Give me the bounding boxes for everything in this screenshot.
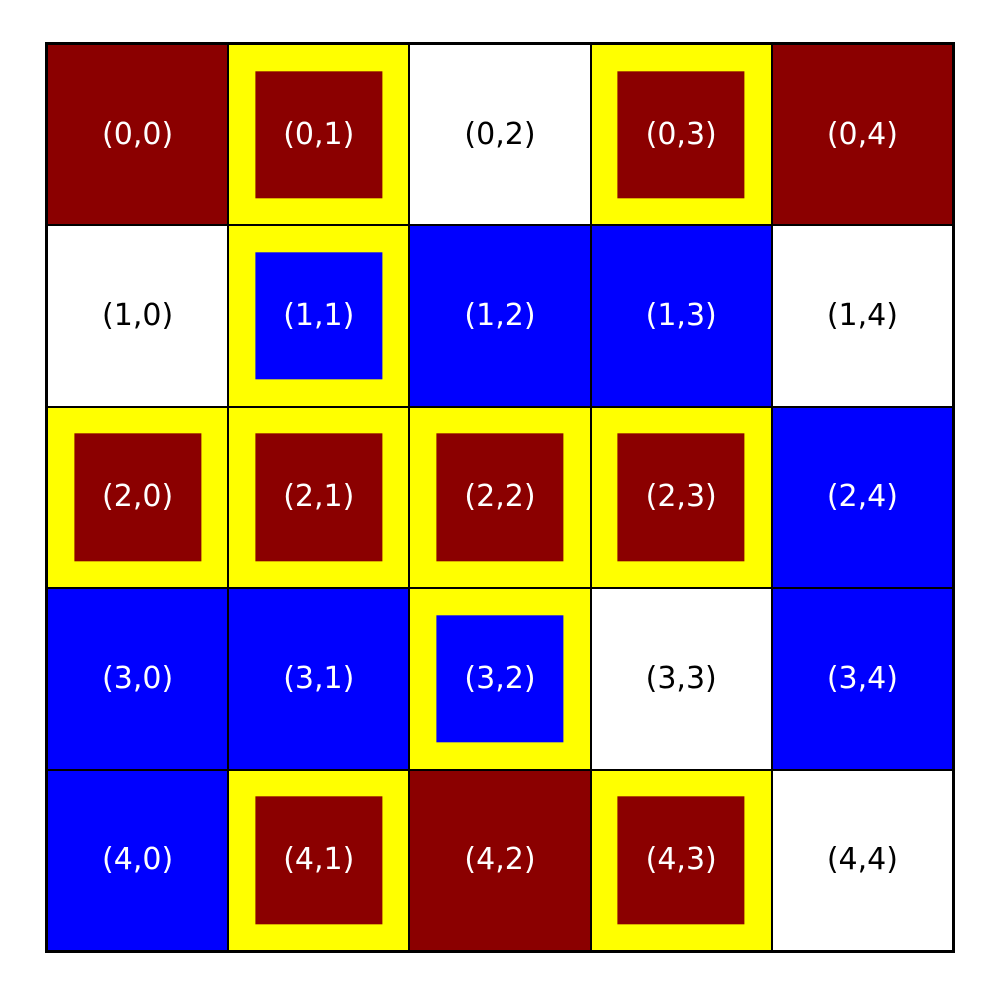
cell-inner-patch: [436, 433, 564, 562]
grid-cell-1-4: (1,4): [771, 225, 953, 407]
grid-cell-4-4: (4,4): [771, 769, 953, 951]
cell-label: (3,3): [645, 660, 717, 696]
grid-cell-3-0: (3,0): [47, 588, 229, 770]
cell-label: (2,2): [464, 479, 536, 515]
cell-label: (2,1): [283, 479, 355, 515]
cell-label: (3,1): [283, 660, 355, 696]
cell-label: (1,4): [826, 298, 898, 334]
grid-cell-1-2: (1,2): [409, 225, 591, 407]
grid-cell-3-3: (3,3): [590, 588, 772, 770]
cell-label: (4,4): [826, 842, 898, 878]
grid-cell-4-3: (4,3): [590, 769, 772, 951]
cell-label: (1,3): [645, 298, 717, 334]
cell-label: (0,0): [102, 116, 174, 152]
cell-label: (2,3): [645, 479, 717, 515]
grid-cell-2-1: (2,1): [228, 406, 410, 589]
grid-cell-3-4: (3,4): [771, 588, 953, 770]
cell-label: (3,0): [102, 660, 174, 696]
cell-inner-patch: [255, 796, 383, 924]
cell-inner-patch: [617, 433, 745, 562]
grid-cell-3-1: (3,1): [228, 588, 410, 770]
grid-cell-4-0: (4,0): [47, 769, 229, 951]
cell-label: (2,0): [102, 479, 174, 515]
cell-label: (4,0): [102, 842, 174, 878]
cell-inner-patch: [436, 615, 564, 743]
cell-inner-patch: [617, 71, 745, 199]
grid-cell-1-1: (1,1): [228, 225, 410, 407]
grid-cell-0-1: (0,1): [228, 44, 410, 226]
cell-label: (1,2): [464, 298, 536, 334]
cell-label: (4,1): [283, 842, 355, 878]
cell-inner-patch: [255, 71, 383, 199]
cell-label: (4,2): [464, 842, 536, 878]
cell-inner-patch: [255, 252, 383, 380]
cell-label: (3,4): [826, 660, 898, 696]
grid-cell-4-2: (4,2): [409, 769, 591, 951]
cell-inner-patch: [255, 433, 383, 562]
grid-cell-1-0: (1,0): [47, 225, 229, 407]
cell-inner-patch: [617, 796, 745, 924]
cell-grid: (0,0) (0,1) (0,2) (0,3) (0,4) (1,0) (1,1) (1,2)…: [45, 42, 955, 953]
grid-cell-3-2: (3,2): [409, 588, 591, 770]
cell-label: (0,2): [464, 116, 536, 152]
cell-label: (3,2): [464, 660, 536, 696]
grid-cell-0-2: (0,2): [409, 44, 591, 226]
cell-label: (1,1): [283, 298, 355, 334]
grid-cell-2-0: (2,0): [47, 406, 229, 589]
grid-cell-0-0: (0,0): [47, 44, 229, 226]
grid-cell-0-3: (0,3): [590, 44, 772, 226]
grid-cell-2-4: (2,4): [771, 406, 953, 589]
cell-label: (1,0): [102, 298, 174, 334]
cell-label: (0,4): [826, 116, 898, 152]
cell-label: (0,3): [645, 116, 717, 152]
cell-inner-patch: [73, 433, 202, 562]
cell-label: (2,4): [826, 479, 898, 515]
grid-cell-0-4: (0,4): [771, 44, 953, 226]
cell-label: (0,1): [283, 116, 355, 152]
grid-cell-2-2: (2,2): [409, 406, 591, 589]
cell-label: (4,3): [645, 842, 717, 878]
grid-cell-1-3: (1,3): [590, 225, 772, 407]
grid-cell-4-1: (4,1): [228, 769, 410, 951]
grid-cell-2-3: (2,3): [590, 406, 772, 589]
